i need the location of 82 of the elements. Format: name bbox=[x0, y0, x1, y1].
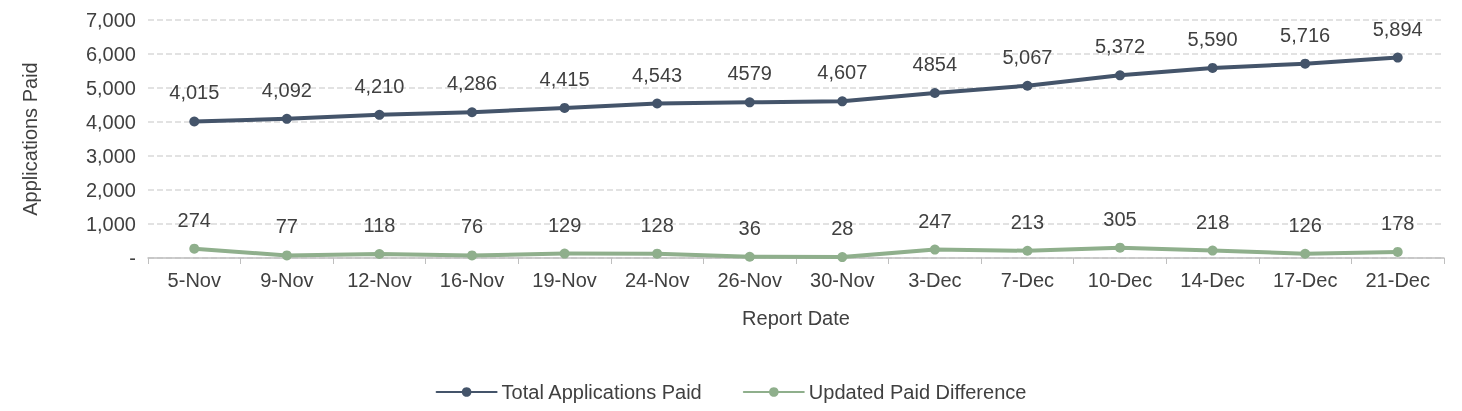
point bbox=[374, 109, 385, 120]
x-tick-label: 9-Nov bbox=[260, 269, 314, 291]
data-label: 218 bbox=[1195, 210, 1230, 233]
data-label: 4,607 bbox=[817, 61, 868, 84]
data-label: 126 bbox=[1288, 213, 1322, 236]
point bbox=[1115, 242, 1125, 253]
data-label: 5,067 bbox=[1002, 45, 1053, 68]
x-tick-label: 24-Nov bbox=[624, 269, 690, 291]
point bbox=[467, 107, 477, 118]
y-tick-label: 5,000 bbox=[85, 77, 136, 99]
x-axis-title: Report Date bbox=[742, 307, 850, 329]
data-label: 77 bbox=[275, 215, 298, 238]
data-label: 36 bbox=[738, 216, 761, 239]
x-tick-label: 19-Nov bbox=[532, 269, 597, 291]
point bbox=[837, 96, 848, 107]
data-label: 28 bbox=[831, 217, 854, 240]
point bbox=[189, 116, 200, 127]
data-label: 4854 bbox=[912, 52, 958, 75]
data-label: 4,543 bbox=[632, 63, 683, 86]
point bbox=[1300, 58, 1311, 69]
data-label: 4,210 bbox=[354, 74, 405, 97]
data-label: 178 bbox=[1381, 211, 1415, 234]
point bbox=[1022, 245, 1033, 256]
legend-label: Updated Paid Difference bbox=[808, 381, 1027, 403]
x-tick-label: 16-Nov bbox=[439, 269, 505, 291]
point bbox=[189, 243, 200, 254]
data-label: 4,092 bbox=[261, 78, 312, 101]
point bbox=[281, 250, 292, 261]
x-tick-label: 12-Nov bbox=[347, 269, 412, 291]
point bbox=[559, 248, 570, 259]
point bbox=[281, 113, 292, 124]
x-tick-label: 10-Dec bbox=[1087, 269, 1153, 291]
data-label: 5,372 bbox=[1094, 35, 1146, 58]
data-label: 305 bbox=[1103, 207, 1137, 230]
data-label: 213 bbox=[1010, 210, 1045, 233]
point bbox=[929, 244, 940, 255]
data-label: 274 bbox=[177, 208, 211, 231]
point bbox=[1300, 248, 1311, 259]
point bbox=[837, 252, 848, 263]
y-tick-label: 4,000 bbox=[85, 111, 136, 133]
data-label: 4579 bbox=[727, 62, 772, 85]
point bbox=[744, 251, 755, 262]
y-tick-label: 7,000 bbox=[85, 9, 136, 31]
data-label: 4,015 bbox=[169, 81, 220, 104]
data-label: 76 bbox=[460, 215, 484, 238]
data-label: 247 bbox=[918, 209, 952, 232]
data-label: 118 bbox=[363, 213, 396, 236]
y-tick-label: 2,000 bbox=[85, 179, 136, 201]
y-tick-label: - bbox=[129, 247, 136, 269]
point bbox=[929, 87, 940, 98]
data-label: 128 bbox=[640, 213, 674, 236]
x-tick-label: 5-Nov bbox=[167, 269, 221, 291]
data-label: 129 bbox=[547, 213, 582, 236]
point bbox=[1022, 80, 1033, 91]
y-tick-label: 3,000 bbox=[85, 145, 136, 167]
x-tick-label: 3-Dec bbox=[908, 269, 962, 291]
point bbox=[559, 102, 570, 113]
x-tick-label: 7-Dec bbox=[1000, 269, 1055, 291]
point bbox=[1392, 246, 1403, 257]
data-label: 4,415 bbox=[539, 67, 590, 90]
point bbox=[1207, 245, 1218, 256]
point bbox=[1392, 52, 1403, 63]
point bbox=[1115, 70, 1125, 81]
x-tick-label: 17-Dec bbox=[1272, 269, 1338, 291]
y-tick-label: 1,000 bbox=[85, 213, 136, 235]
y-tick-label: 6,000 bbox=[85, 43, 136, 65]
point bbox=[374, 248, 385, 259]
legend-label: Total Applications Paid bbox=[501, 381, 702, 403]
x-tick-label: 14-Dec bbox=[1180, 269, 1245, 291]
data-label: 5,716 bbox=[1280, 23, 1331, 46]
x-tick-label: 30-Nov bbox=[810, 269, 875, 291]
y-axis-title: Applications Paid bbox=[19, 62, 41, 216]
point bbox=[652, 248, 663, 259]
data-label: 4,286 bbox=[446, 72, 498, 95]
point bbox=[1207, 62, 1218, 73]
x-tick-label: 26-Nov bbox=[717, 269, 782, 291]
x-tick-label: 21-Dec bbox=[1365, 269, 1430, 291]
point bbox=[467, 250, 477, 261]
data-label: 5,894 bbox=[1372, 17, 1423, 40]
point bbox=[652, 98, 663, 109]
point bbox=[744, 97, 755, 108]
data-label: 5,590 bbox=[1187, 27, 1238, 50]
